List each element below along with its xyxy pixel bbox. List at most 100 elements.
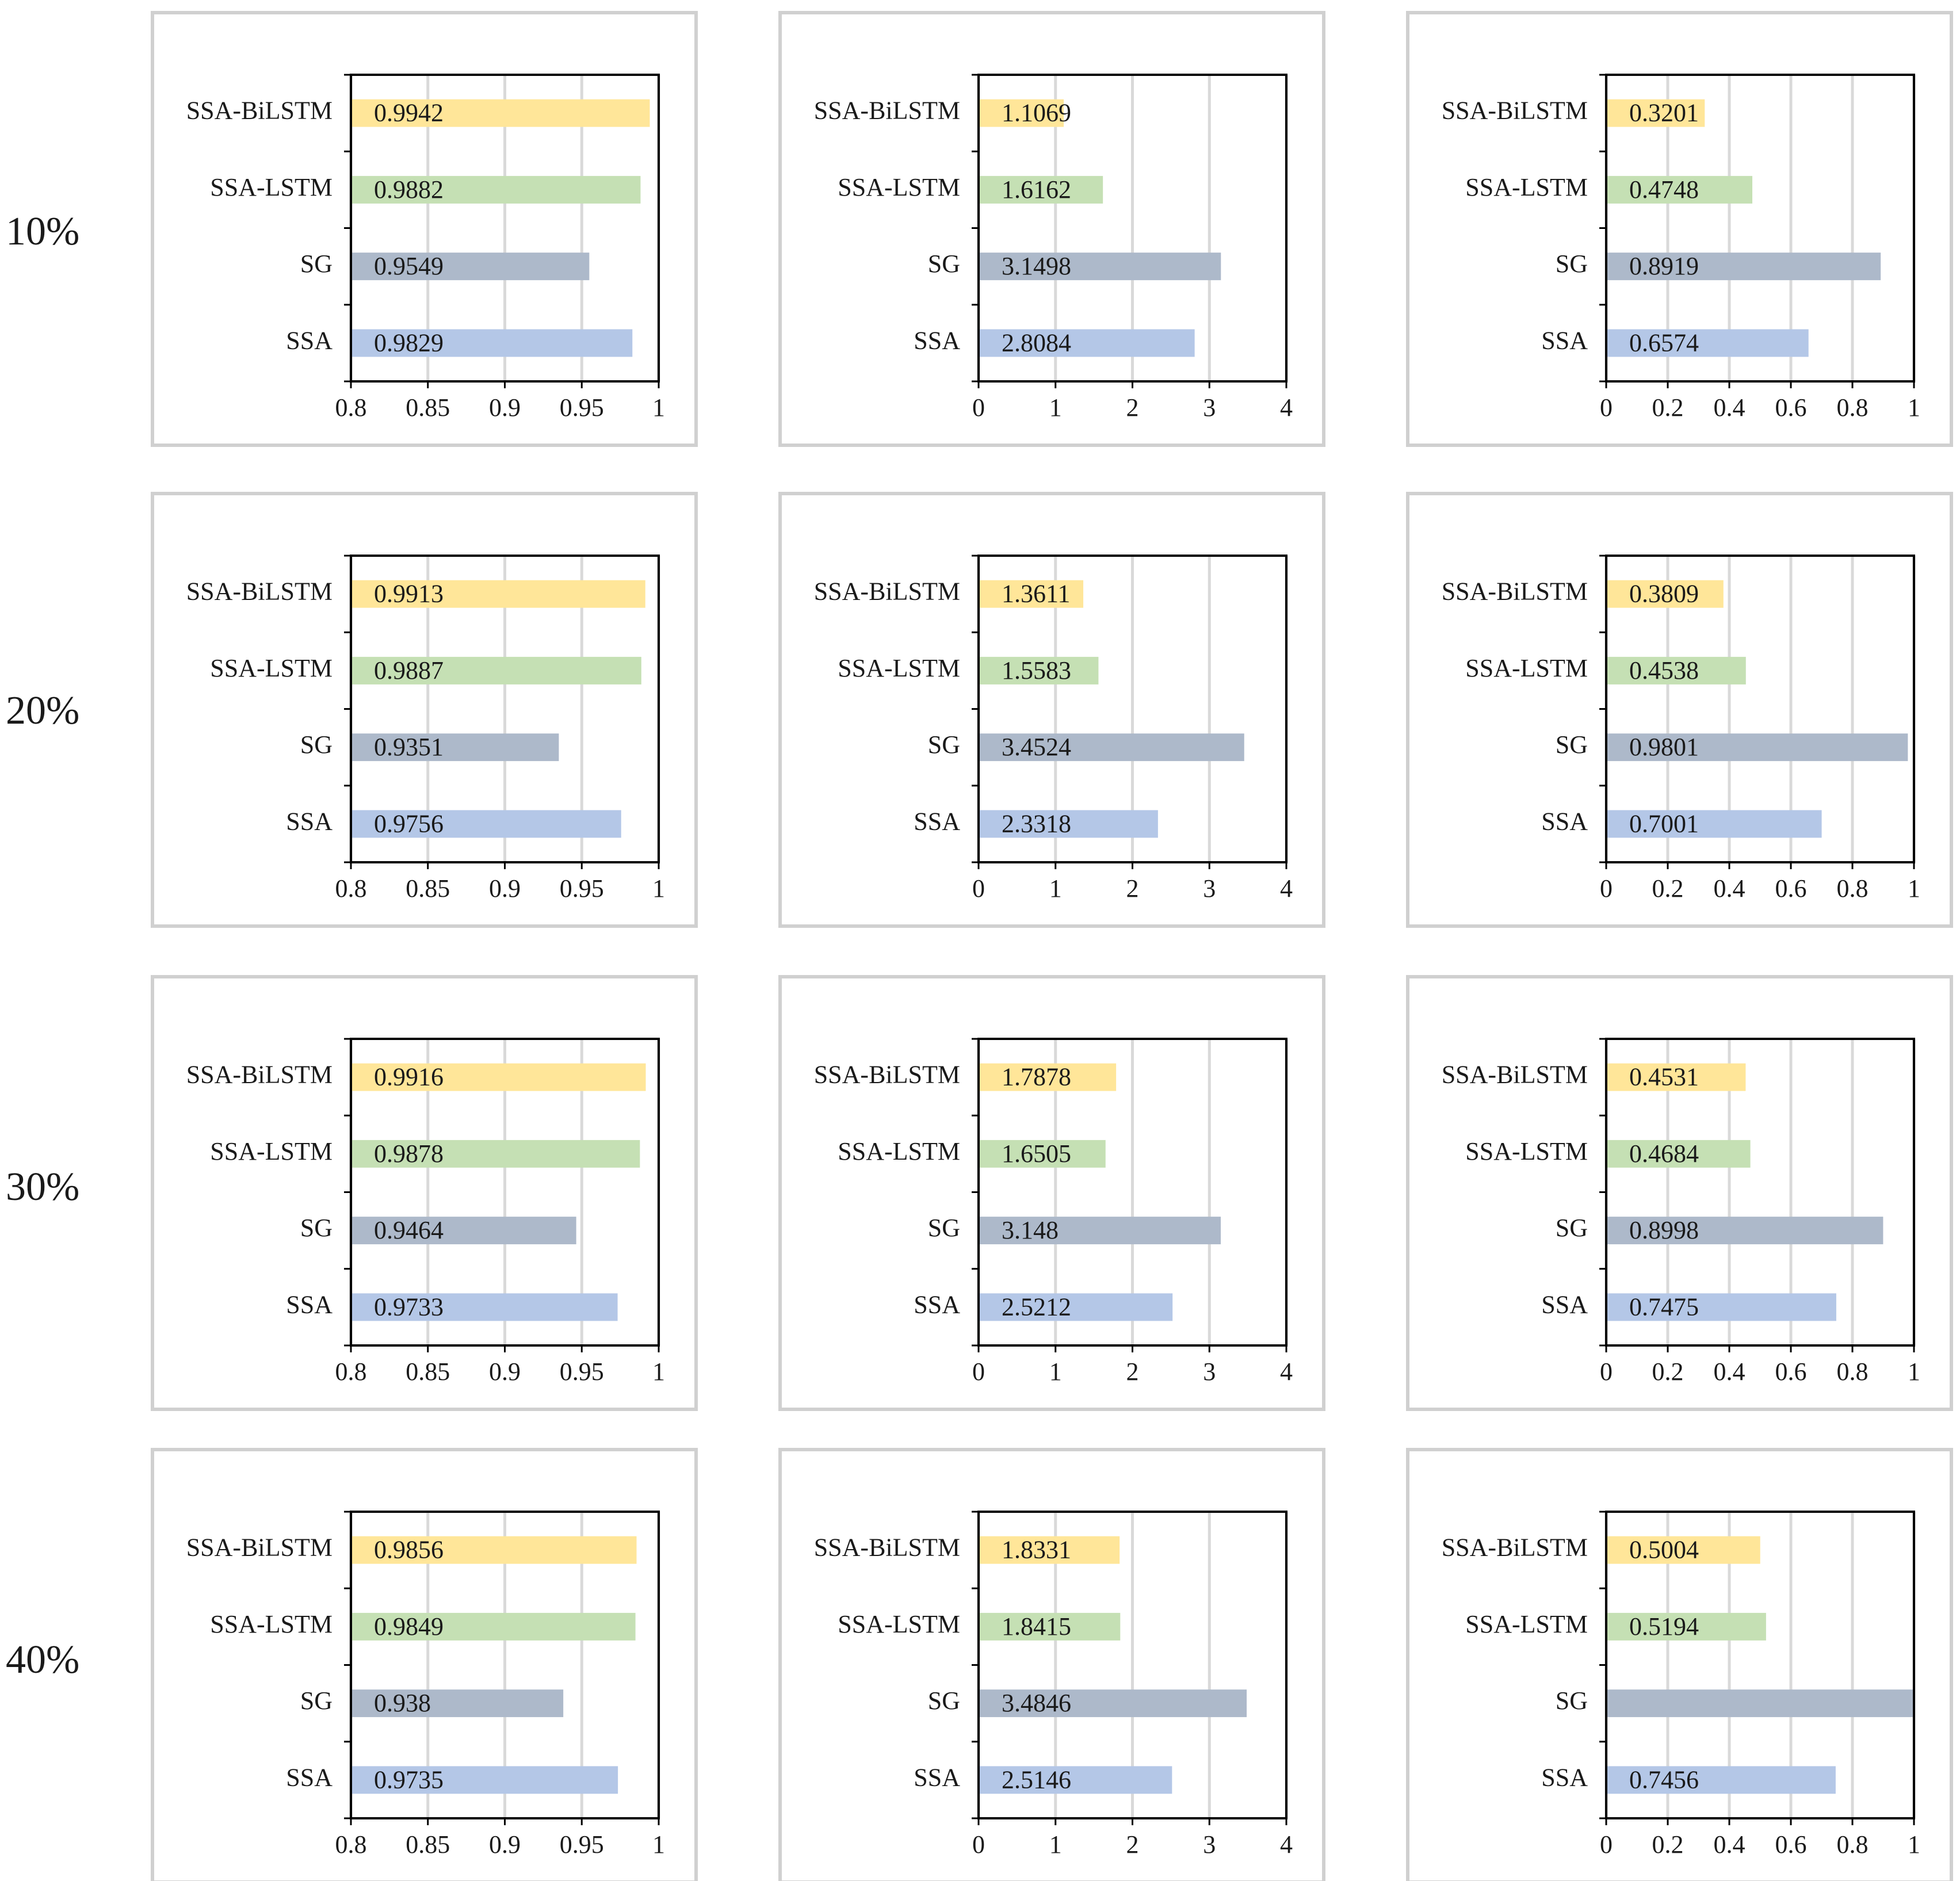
x-tick-label: 0: [1600, 1358, 1613, 1386]
value-label: 0.9801: [1629, 733, 1699, 761]
value-label: 0.6574: [1629, 328, 1699, 357]
bar: [1606, 810, 1822, 838]
panel-frame: [778, 492, 1325, 928]
value-label: 1.5583: [1002, 656, 1071, 685]
value-label: 0.9464: [374, 1216, 444, 1244]
plot-frame: [350, 74, 660, 383]
category-label: SSA-LSTM: [838, 173, 960, 201]
category-label: SSA: [286, 326, 333, 354]
bar: [351, 1293, 618, 1321]
panel-frame: [1406, 1448, 1953, 1881]
plot-frame: [350, 555, 660, 863]
category-label: SG: [300, 1687, 333, 1715]
x-tick-label: 0: [1600, 393, 1613, 422]
x-tick-label: 0: [972, 393, 985, 422]
bar: [1606, 99, 1705, 127]
x-tick-label: 4: [1280, 1358, 1293, 1386]
panel-frame: [778, 975, 1325, 1411]
chart-panel: 0.8 0.85 0.9 0.95 1 SSA 0.9733 SG 0.9464 SSA-LSTM…: [151, 975, 698, 1411]
bar: [1606, 733, 1908, 762]
value-label: 0.9829: [374, 328, 444, 357]
category-label: SSA-BiLSTM: [1442, 578, 1588, 606]
x-tick-label: 0.85: [406, 1830, 450, 1859]
category-label: SSA-LSTM: [1465, 173, 1588, 201]
value-label: 0.7456: [1629, 1765, 1699, 1794]
x-tick-label: 0: [1600, 1830, 1613, 1859]
x-tick-label: 1: [1908, 393, 1920, 422]
bar: [979, 580, 1084, 608]
bar: [1606, 1140, 1751, 1168]
category-label: SSA: [1541, 1763, 1588, 1791]
value-label: 0.5194: [1629, 1612, 1699, 1641]
bar: [351, 580, 645, 608]
category-label: SSA-BiLSTM: [1442, 97, 1588, 125]
bar: [351, 810, 621, 838]
x-tick-label: 0.85: [406, 393, 450, 422]
x-tick-label: 4: [1280, 874, 1293, 903]
bar: [979, 1293, 1173, 1321]
bar: [1606, 1612, 1766, 1641]
category-label: SSA: [1541, 326, 1588, 354]
category-label: SSA-BiLSTM: [814, 97, 960, 125]
bar: [351, 1689, 564, 1718]
chart-panel: 0.8 0.85 0.9 0.95 1 SSA 0.9829 SG 0.9549 SSA-LSTM…: [151, 11, 698, 447]
x-tick-label: 0.4: [1714, 393, 1745, 422]
value-label: 0.9887: [374, 656, 444, 685]
x-tick-label: 0.8: [1837, 874, 1869, 903]
plot-frame: [977, 1511, 1287, 1819]
plot-frame: [977, 1038, 1287, 1347]
plot-frame: [350, 1511, 660, 1819]
bar: [979, 175, 1103, 204]
chart-panel: 0 0.2 0.4 0.6 0.8 1 SSA 0.7475 SG 0.8998 SSA-LSTM 0…: [1406, 975, 1953, 1411]
bar: [351, 1140, 640, 1168]
category-label: SSA: [286, 807, 333, 835]
x-tick-label: 3: [1203, 1830, 1216, 1859]
x-tick-label: 0.2: [1652, 1830, 1684, 1859]
bar: [351, 99, 650, 127]
bar: [979, 1140, 1106, 1168]
x-tick-label: 0.8: [335, 1358, 367, 1386]
bar: [1606, 175, 1753, 204]
x-tick-label: 0.95: [560, 1358, 604, 1386]
value-label: 0.9756: [374, 809, 444, 838]
value-label: 1.7878: [1002, 1063, 1071, 1091]
bar: [979, 1536, 1120, 1564]
x-tick-label: 0.85: [406, 1358, 450, 1386]
chart-panel: 0 1 2 3 4 SSA 2.5212 SG 3.148 SSA-LSTM 1.6505 SSA-B…: [778, 975, 1325, 1411]
x-tick-label: 1: [652, 1830, 665, 1859]
category-label: SSA: [914, 807, 960, 835]
category-label: SSA-BiLSTM: [186, 578, 333, 606]
value-label: 0.9913: [374, 580, 444, 608]
chart-panel: 0 0.2 0.4 0.6 0.8 1 SSA 0.7001 SG 0.9801 SSA-LSTM 0…: [1406, 492, 1953, 928]
value-label: 3.4846: [1002, 1689, 1071, 1717]
x-tick-label: 0.6: [1775, 1830, 1807, 1859]
category-label: SSA: [1541, 807, 1588, 835]
category-label: SSA-BiLSTM: [186, 97, 333, 125]
x-tick-label: 0.8: [1837, 1358, 1869, 1386]
x-tick-label: 0.6: [1775, 874, 1807, 903]
value-label: 0.9878: [374, 1140, 444, 1168]
category-label: SSA-BiLSTM: [814, 1534, 960, 1562]
plot-frame: [977, 74, 1287, 383]
x-tick-label: 3: [1203, 1358, 1216, 1386]
bar: [351, 175, 641, 204]
panel-frame: [151, 975, 698, 1411]
panel-frame: [1406, 11, 1953, 447]
value-label: 0.8998: [1629, 1216, 1699, 1244]
category-label: SSA-LSTM: [838, 1610, 960, 1638]
plot-frame: [1605, 74, 1915, 383]
value-label: 1.8415: [1002, 1612, 1071, 1641]
row-label: 40%: [6, 1638, 79, 1682]
x-tick-label: 0.9: [489, 1830, 521, 1859]
bar: [351, 1217, 576, 1245]
category-label: SG: [928, 1214, 960, 1242]
category-label: SSA-LSTM: [210, 173, 333, 201]
bar: [979, 253, 1221, 281]
value-label: 0.9882: [374, 175, 444, 204]
value-label: 1.3611: [1002, 580, 1070, 608]
bar: [979, 656, 1099, 685]
x-tick-label: 1: [1908, 1830, 1920, 1859]
row-label: 10%: [6, 209, 79, 254]
x-tick-label: 0.4: [1714, 874, 1745, 903]
